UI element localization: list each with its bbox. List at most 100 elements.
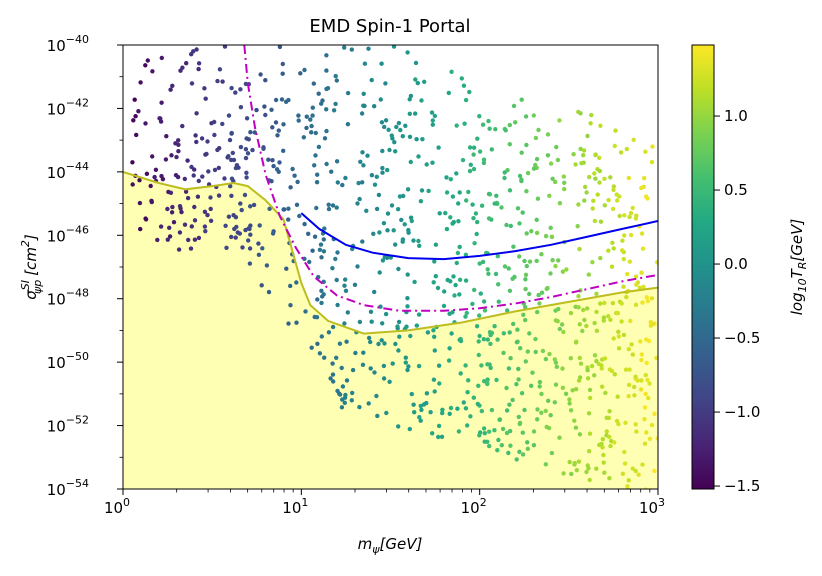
scatter-point bbox=[602, 356, 608, 361]
scatter-point bbox=[519, 391, 525, 396]
scatter-point bbox=[331, 108, 337, 113]
scatter-point bbox=[408, 215, 414, 220]
scatter-point bbox=[177, 230, 183, 235]
scatter-point bbox=[464, 310, 469, 316]
scatter-point bbox=[634, 429, 639, 434]
scatter-point bbox=[274, 167, 280, 172]
scatter-point bbox=[366, 335, 372, 341]
scatter-point bbox=[506, 450, 511, 456]
scatter-point bbox=[592, 353, 598, 358]
scatter-point bbox=[454, 171, 459, 176]
scatter-point bbox=[516, 414, 521, 420]
scatter-point bbox=[428, 410, 433, 415]
scatter-point bbox=[633, 216, 639, 221]
scatter-point bbox=[478, 291, 483, 296]
scatter-point bbox=[639, 185, 644, 191]
scatter-point bbox=[342, 400, 347, 405]
scatter-point bbox=[188, 246, 194, 251]
scatter-point bbox=[567, 397, 572, 402]
scatter-point bbox=[247, 246, 253, 251]
scatter-point bbox=[343, 392, 348, 398]
scatter-point bbox=[324, 128, 329, 134]
scatter-point bbox=[436, 423, 442, 429]
scatter-point bbox=[537, 379, 543, 385]
scatter-point bbox=[444, 175, 449, 180]
scatter-point bbox=[416, 238, 421, 244]
scatter-point bbox=[288, 283, 293, 289]
scatter-point bbox=[621, 284, 626, 289]
y-tick-label: 10−48 bbox=[47, 287, 89, 309]
scatter-point bbox=[611, 246, 616, 251]
scatter-point bbox=[343, 175, 348, 181]
scatter-point bbox=[205, 139, 210, 144]
scatter-point bbox=[476, 339, 481, 344]
scatter-point bbox=[229, 193, 234, 198]
scatter-point bbox=[222, 45, 228, 49]
scatter-point bbox=[222, 176, 227, 181]
scatter-point bbox=[396, 266, 401, 272]
scatter-point bbox=[479, 203, 485, 208]
scatter-point bbox=[533, 135, 539, 141]
neutrino-floor-line bbox=[123, 170, 658, 335]
scatter-point bbox=[457, 244, 462, 250]
scatter-point bbox=[593, 176, 598, 181]
scatter-point bbox=[517, 173, 523, 179]
scatter-point bbox=[576, 294, 581, 299]
scatter-point bbox=[163, 157, 169, 162]
scatter-point bbox=[387, 379, 392, 384]
scatter-point bbox=[627, 367, 632, 372]
scatter-point bbox=[380, 148, 385, 154]
scatter-point bbox=[326, 202, 331, 207]
scatter-point bbox=[257, 223, 262, 228]
scatter-point bbox=[591, 198, 596, 203]
scatter-point bbox=[486, 118, 491, 124]
scatter-point bbox=[557, 435, 562, 440]
scatter-point bbox=[583, 184, 588, 190]
scatter-point bbox=[431, 377, 437, 382]
scatter-point bbox=[627, 214, 632, 220]
scatter-point bbox=[535, 407, 540, 412]
scatter-point bbox=[416, 312, 422, 317]
scatter-point bbox=[585, 368, 590, 373]
scatter-point bbox=[416, 363, 422, 369]
scatter-point bbox=[471, 395, 476, 400]
scatter-point bbox=[374, 206, 380, 212]
scatter-point bbox=[439, 434, 445, 439]
scatter-point bbox=[176, 149, 181, 154]
scatter-point bbox=[584, 323, 589, 329]
scatter-point bbox=[603, 390, 608, 396]
scatter-point bbox=[547, 193, 552, 198]
scatter-point bbox=[238, 144, 244, 150]
scatter-point bbox=[622, 461, 628, 466]
scatter-point bbox=[342, 45, 347, 50]
scatter-point bbox=[360, 150, 365, 155]
scatter-point bbox=[552, 400, 557, 405]
scatter-point bbox=[625, 484, 630, 489]
scatter-point bbox=[508, 223, 513, 229]
scatter-point bbox=[314, 180, 320, 185]
scatter-point bbox=[176, 247, 182, 252]
scatter-point bbox=[534, 217, 539, 222]
scatter-point bbox=[155, 237, 160, 243]
scatter-point bbox=[641, 284, 646, 289]
scatter-point bbox=[456, 219, 461, 224]
scatter-point bbox=[489, 407, 495, 413]
scatter-point bbox=[457, 190, 462, 195]
scatter-point bbox=[506, 266, 511, 271]
scatter-point bbox=[448, 405, 454, 411]
scatter-point bbox=[502, 170, 507, 175]
scatter-point bbox=[504, 430, 510, 436]
scatter-point bbox=[164, 134, 169, 139]
scatter-point bbox=[324, 68, 329, 73]
scatter-point bbox=[511, 244, 516, 249]
scatter-point bbox=[623, 367, 629, 372]
scatter-point bbox=[626, 347, 631, 352]
y-tick-label: 10−44 bbox=[47, 160, 89, 182]
scatter-point bbox=[600, 384, 605, 389]
scatter-point bbox=[322, 355, 327, 360]
scatter-point bbox=[266, 289, 272, 295]
scatter-point bbox=[523, 317, 528, 323]
scatter-point bbox=[646, 395, 651, 401]
scatter-point bbox=[355, 201, 360, 206]
scatter-point bbox=[317, 351, 323, 356]
